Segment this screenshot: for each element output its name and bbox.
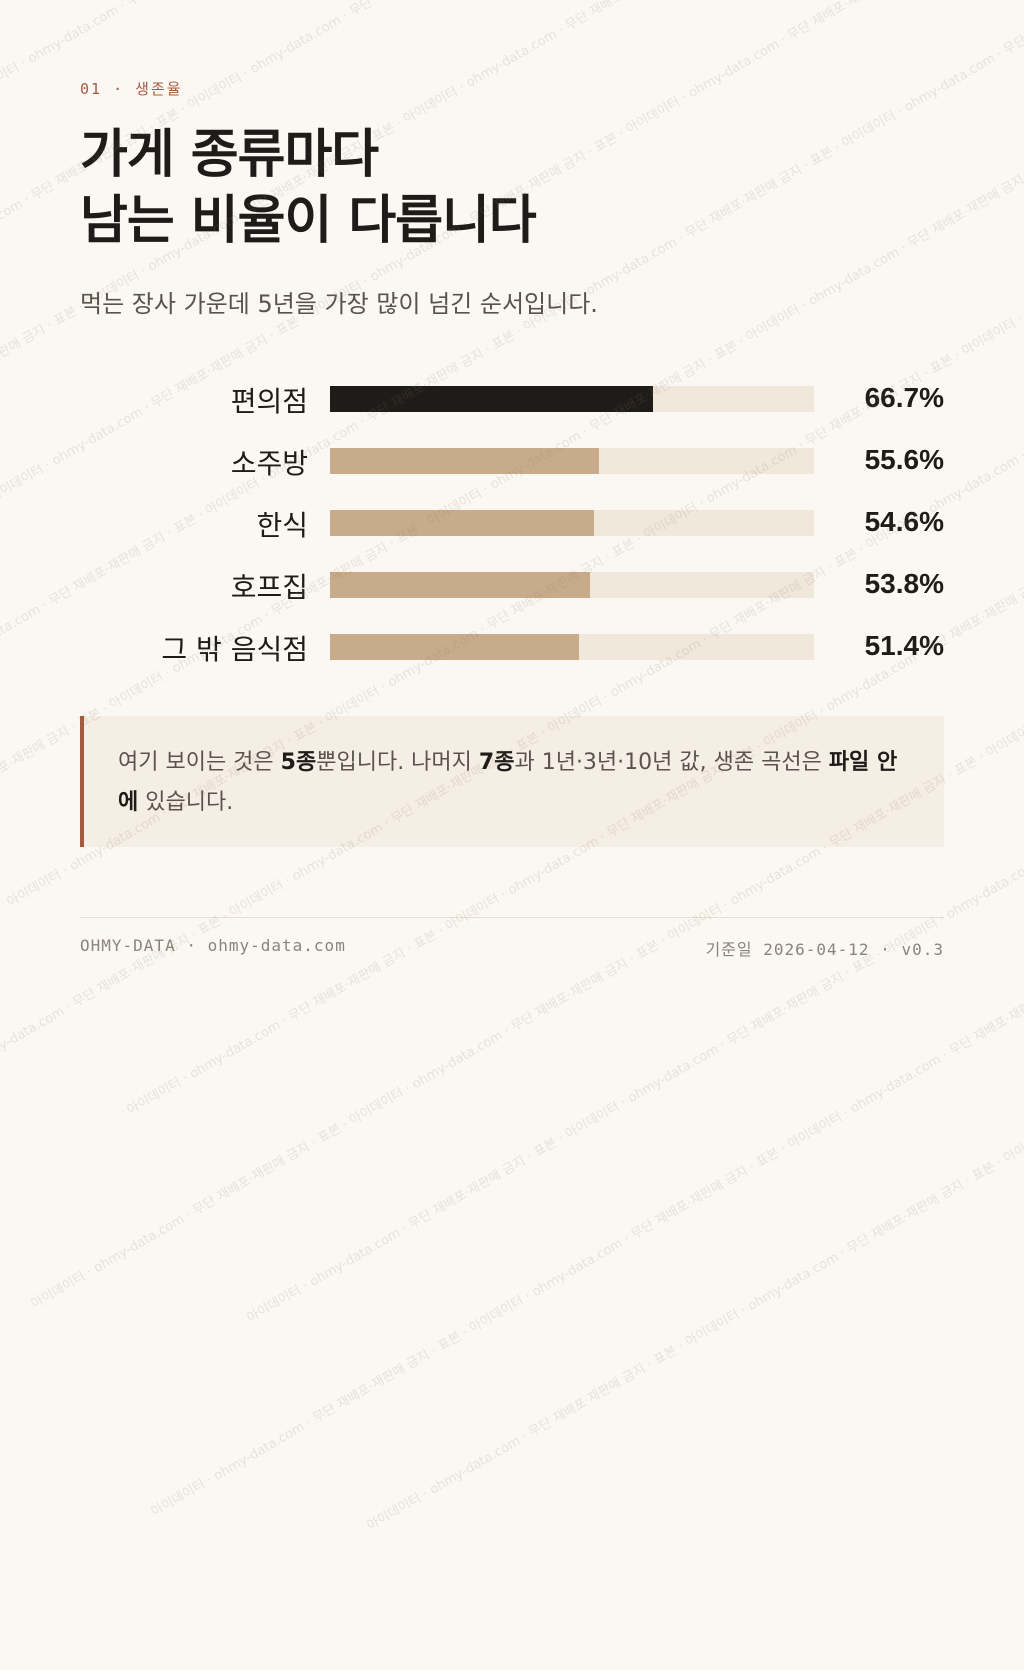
bar-value-label: 53.8%	[864, 568, 944, 599]
callout-bold-2: 7종	[478, 750, 515, 775]
chart-row: 호프집 53.8%	[0, 556, 1024, 618]
bar-value-label: 51.4%	[864, 630, 944, 661]
bar-track	[330, 386, 814, 412]
callout-bold-3: 파일 안에	[118, 750, 898, 815]
chart-row: 편의점 66.7%	[0, 370, 1024, 432]
page-title: 가게 종류마다 남는 비율이 다릅니다	[80, 122, 537, 254]
bar	[330, 634, 579, 660]
title-line-2: 남는 비율이 다릅니다	[80, 191, 537, 251]
chart-row: 소주방 55.6%	[0, 432, 1024, 494]
footer-divider	[80, 917, 944, 918]
bar	[330, 572, 591, 598]
callout-text-4: 있습니다.	[138, 790, 234, 815]
section-eyebrow: 01 · 생존율	[80, 80, 183, 98]
page-subtitle: 먹는 장사 가운데 5년을 가장 많이 넘긴 순서입니다.	[80, 290, 598, 318]
bar-value-label: 66.7%	[864, 382, 944, 413]
watermark-line: 아이데이터 · ohmy-data.com · 무단 재배포·재판매 금지 · …	[364, 754, 1024, 1534]
bar-category-label: 소주방	[230, 447, 308, 480]
bar-track	[330, 448, 814, 474]
watermark-line: 아이데이터 · ohmy-data.com · 무단 재배포·재판매 금지 · …	[244, 546, 1024, 1326]
bar-value-label: 55.6%	[864, 444, 944, 475]
bar-value-label: 54.6%	[864, 506, 944, 537]
note-callout: 여기 보이는 것은 5종뿐입니다. 나머지 7종과 1년·3년·10년 값, 생…	[80, 716, 944, 847]
bar	[330, 386, 653, 412]
footer-brand: OHMY-DATA · ohmy-data.com	[80, 936, 346, 955]
callout-bold-1: 5종	[280, 750, 317, 775]
title-line-1: 가게 종류마다	[80, 125, 379, 185]
bar-track	[330, 510, 814, 536]
chart-row: 한식 54.6%	[0, 494, 1024, 556]
callout-text-1: 여기 보이는 것은	[118, 750, 281, 775]
chart-row: 그 밖 음식점 51.4%	[0, 618, 1024, 680]
bar-track	[330, 634, 814, 660]
footer-date-version: 기준일 2026-04-12 · v0.3	[705, 940, 944, 959]
bar-category-label: 그 밖 음식점	[161, 633, 308, 666]
callout-text-3: 과 1년·3년·10년 값, 생존 곡선은	[514, 750, 829, 775]
bar	[330, 448, 600, 474]
bar-category-label: 한식	[256, 509, 308, 542]
bar-category-label: 편의점	[230, 385, 308, 418]
bar	[330, 510, 595, 536]
callout-text-2: 뿐입니다. 나머지	[316, 750, 479, 775]
bar-track	[330, 572, 814, 598]
bar-category-label: 호프집	[230, 571, 308, 604]
